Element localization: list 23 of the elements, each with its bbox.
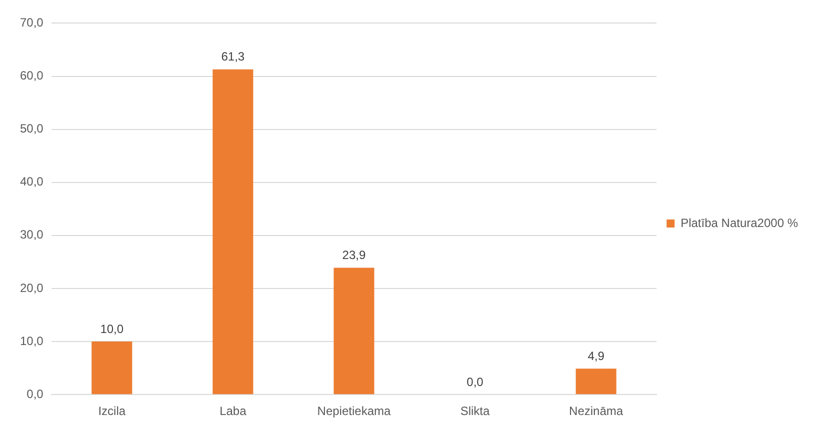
x-tick-label: Izcila [98, 404, 126, 418]
y-tick-label: 50,0 [20, 122, 44, 136]
data-label: 0,0 [466, 374, 484, 389]
bar [92, 342, 132, 394]
legend-label: Platība Natura2000 % [680, 216, 798, 230]
data-label: 4,9 [588, 348, 605, 363]
data-label: 23,9 [342, 248, 366, 262]
bar [212, 69, 254, 394]
x-tick-label: Slikta [460, 404, 490, 418]
y-tick-label: 20,0 [20, 280, 44, 295]
bar [334, 268, 374, 394]
data-label: 61,3 [221, 50, 245, 64]
y-tick-label: 40,0 [20, 174, 44, 189]
y-tick-label: 0,0 [26, 386, 44, 401]
data-label: 10,0 [100, 322, 124, 336]
y-tick-label: 60,0 [20, 68, 44, 83]
x-tick-label: Nezināma [569, 404, 624, 418]
y-tick-label: 10,0 [20, 334, 44, 348]
y-tick-label: 30,0 [20, 228, 44, 242]
x-tick-label: Laba [220, 404, 247, 418]
bar [576, 368, 616, 394]
y-tick-label: 70,0 [20, 16, 44, 30]
x-tick-label: Nepietiekama [317, 404, 391, 418]
